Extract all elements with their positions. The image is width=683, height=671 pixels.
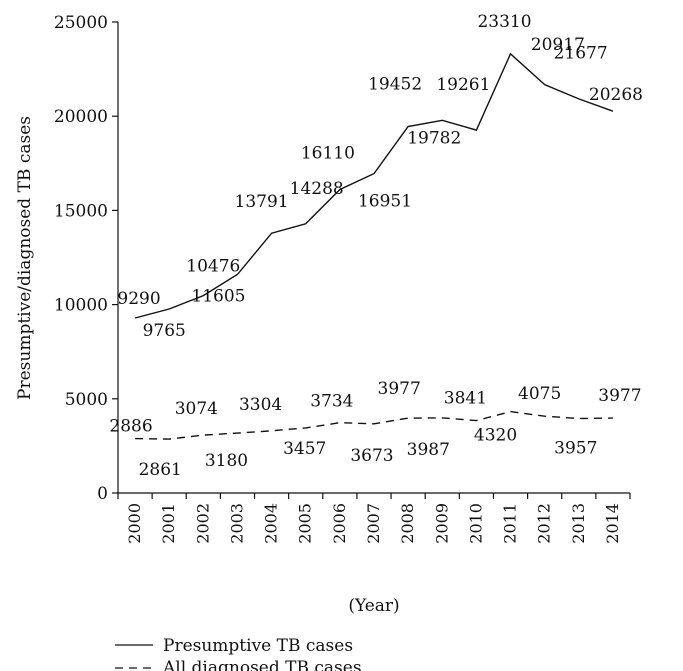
data-label: 3977 xyxy=(598,386,641,406)
legend-label-presumptive: Presumptive TB cases xyxy=(163,636,353,656)
data-label: 19782 xyxy=(407,128,461,148)
data-label: 3987 xyxy=(407,440,450,460)
data-label: 3957 xyxy=(554,438,597,458)
data-label: 3457 xyxy=(283,439,326,459)
data-label: 19452 xyxy=(368,75,422,95)
y-tick-label: 25000 xyxy=(54,13,108,33)
data-label: 3180 xyxy=(205,451,248,471)
data-label: 3734 xyxy=(310,392,353,412)
y-tick-label: 20000 xyxy=(54,107,108,127)
x-tick-label: 2006 xyxy=(330,503,349,544)
data-label: 4075 xyxy=(518,384,561,404)
data-label: 3074 xyxy=(175,399,218,419)
y-tick-label: 15000 xyxy=(54,201,108,221)
x-tick-label: 2004 xyxy=(262,503,281,544)
x-tick-label: 2012 xyxy=(535,503,554,544)
data-label: 14288 xyxy=(290,179,344,199)
data-label: 16951 xyxy=(358,192,412,212)
series-line-presumptive xyxy=(134,52,614,319)
x-tick-label: 2001 xyxy=(159,503,178,544)
y-axis-title: Presumptive/diagnosed TB cases xyxy=(15,116,35,400)
data-label: 2886 xyxy=(109,417,152,437)
legend-label-diagnosed: All diagnosed TB cases xyxy=(162,658,362,671)
data-label: 2861 xyxy=(139,460,182,480)
x-tick-label: 2008 xyxy=(398,503,417,544)
data-label: 9765 xyxy=(143,321,186,341)
x-tick-label: 2000 xyxy=(125,503,144,544)
x-tick-label: 2009 xyxy=(432,503,451,544)
data-label: 3841 xyxy=(444,389,487,409)
y-tick-label: 0 xyxy=(97,484,108,504)
data-label: 21677 xyxy=(554,44,608,64)
series-line-diagnosed xyxy=(135,410,613,440)
y-tick-label: 5000 xyxy=(65,390,108,410)
x-tick-label: 2014 xyxy=(603,503,622,544)
y-tick-label: 10000 xyxy=(54,296,108,316)
ticks: 0 5000 10000 15000 20000 25000 2000 2001 2002 200… xyxy=(54,13,631,544)
data-label: 3673 xyxy=(350,446,393,466)
data-label: 3304 xyxy=(239,395,282,415)
x-tick-label: 2011 xyxy=(501,503,520,544)
data-label: 20917 xyxy=(531,35,585,55)
data-label: 20268 xyxy=(589,85,643,105)
data-label: 11605 xyxy=(191,286,245,306)
legend: Presumptive TB cases All diagnosed TB ca… xyxy=(115,636,362,671)
x-tick-label: 2010 xyxy=(466,503,485,544)
data-label: 3977 xyxy=(378,379,421,399)
data-label: 13791 xyxy=(235,192,289,212)
data-label: 16110 xyxy=(301,143,355,163)
series-lines xyxy=(134,52,614,440)
axes xyxy=(117,22,630,494)
x-tick-label: 2003 xyxy=(227,503,246,544)
data-label: 9290 xyxy=(117,289,160,309)
data-label: 10476 xyxy=(186,257,240,277)
x-tick-label: 2005 xyxy=(296,503,315,544)
data-label: 23310 xyxy=(477,12,531,32)
data-label: 19261 xyxy=(436,75,490,95)
x-tick-label: 2002 xyxy=(193,503,212,544)
x-tick-label: 2007 xyxy=(364,503,383,544)
x-axis-title: (Year) xyxy=(348,596,399,616)
x-tick-label: 2013 xyxy=(569,503,588,544)
data-label: 4320 xyxy=(474,426,517,446)
